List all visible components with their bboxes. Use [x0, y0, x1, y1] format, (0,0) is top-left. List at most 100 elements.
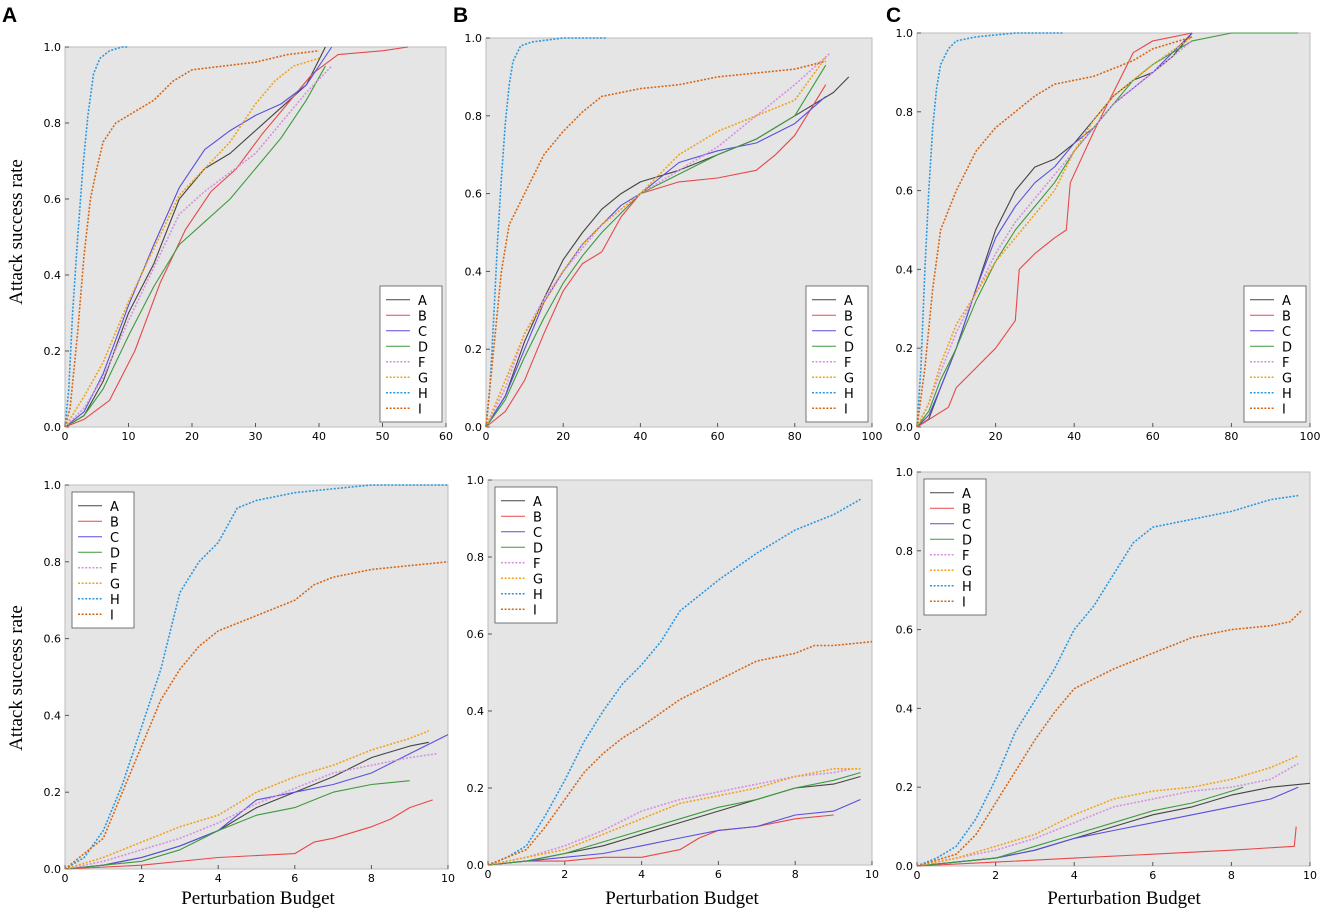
x-tick-label: 4	[1071, 869, 1078, 882]
y-tick-label: 0.0	[44, 863, 62, 876]
legend-label-d: D	[962, 533, 972, 548]
y-tick-label: 0.4	[467, 705, 485, 718]
legend-label-f: F	[1282, 356, 1289, 371]
y-tick-label: 0.2	[44, 345, 62, 358]
y-tick-label: 1.0	[896, 27, 914, 40]
x-tick-label: 10	[865, 868, 879, 881]
legend-label-a: A	[844, 294, 853, 309]
legend-label-g: G	[533, 572, 543, 587]
legend-label-a: A	[962, 487, 971, 502]
legend-box	[71, 491, 135, 629]
legend-label-b: B	[110, 515, 119, 530]
legend-box	[1243, 285, 1307, 423]
y-tick-label: 0.6	[44, 633, 62, 646]
legend-label-c: C	[1282, 325, 1291, 340]
legend-label-c: C	[962, 518, 971, 533]
y-tick-label: 0.0	[896, 421, 914, 434]
series-line-h	[916, 494, 1299, 867]
y-axis-title-bottom: Attack success rate	[6, 605, 27, 751]
series-line-i	[64, 50, 320, 428]
y-tick-label: 1.0	[896, 466, 914, 479]
y-tick-label: 0.8	[896, 545, 914, 558]
legend-box	[805, 285, 869, 423]
x-tick-label: 10	[122, 430, 136, 443]
legend-label-b: B	[1282, 309, 1291, 324]
x-tick-label: 6	[291, 872, 298, 885]
series-line-c	[916, 32, 1193, 428]
legend-label-f: F	[418, 356, 425, 371]
legend-label-d: D	[533, 541, 543, 556]
legend-box	[494, 486, 558, 624]
legend-label-h: H	[1282, 387, 1292, 402]
x-tick-label: 40	[633, 430, 647, 443]
series-line-c	[487, 798, 861, 866]
legend-label-f: F	[110, 562, 117, 577]
series-line-h	[487, 498, 861, 866]
series-line-b	[485, 84, 827, 428]
legend-label-h: H	[533, 588, 543, 603]
y-tick-label: 0.2	[896, 781, 914, 794]
series-line-d	[64, 780, 410, 870]
x-tick-label: 6	[1149, 869, 1156, 882]
legend-label-i: I	[962, 595, 966, 610]
y-tick-label: 0.0	[465, 421, 483, 434]
legend-label-i: I	[1282, 402, 1286, 417]
series-line-g	[916, 36, 1193, 428]
series-line-d	[916, 786, 1244, 867]
series-line-b	[64, 46, 408, 428]
x-tick-label: 60	[1146, 430, 1160, 443]
y-tick-label: 0.4	[44, 709, 62, 722]
x-axis-title-a: Perturbation Budget	[181, 888, 335, 909]
legend-label-g: G	[1282, 371, 1292, 386]
x-tick-label: 20	[556, 430, 570, 443]
series-line-d	[64, 65, 326, 428]
legend-label-a: A	[418, 294, 427, 309]
legend-label-b: B	[418, 309, 427, 324]
x-tick-label: 60	[711, 430, 725, 443]
x-tick-label: 8	[1228, 869, 1235, 882]
y-tick-label: 0.6	[44, 193, 62, 206]
x-tick-label: 100	[1300, 430, 1321, 443]
x-tick-label: 10	[441, 872, 455, 885]
x-tick-label: 4	[215, 872, 222, 885]
legend-label-g: G	[418, 371, 428, 386]
series-line-b	[916, 32, 1193, 428]
panel-letter-a: A	[2, 4, 17, 27]
x-tick-label: 0	[62, 872, 69, 885]
legend-label-c: C	[418, 325, 427, 340]
legend-label-f: F	[962, 549, 969, 564]
y-tick-label: 0.4	[44, 269, 62, 282]
y-tick-label: 0.2	[465, 343, 483, 356]
series-line-c	[64, 734, 449, 870]
y-tick-label: 0.2	[44, 786, 62, 799]
y-axis-title-top: Attack success rate	[6, 159, 27, 305]
series-line-h	[64, 484, 448, 870]
y-tick-label: 0.2	[896, 342, 914, 355]
series-line-i	[487, 640, 873, 866]
x-tick-label: 8	[792, 868, 799, 881]
series-line-i	[916, 36, 1193, 428]
x-tick-label: 0	[914, 430, 921, 443]
x-tick-label: 0	[914, 869, 921, 882]
series-line-i	[64, 561, 449, 870]
series-line-d	[485, 64, 827, 428]
series-line-b	[64, 799, 433, 870]
legend-label-d: D	[110, 546, 120, 561]
x-tick-label: 0	[483, 430, 490, 443]
x-tick-label: 40	[1067, 430, 1081, 443]
y-tick-label: 0.0	[896, 860, 914, 873]
series-line-g	[487, 768, 861, 866]
series-line-d	[916, 32, 1299, 428]
legend-label-h: H	[110, 593, 120, 608]
legend-label-h: H	[418, 387, 428, 402]
series-line-f	[64, 753, 437, 870]
legend-label-h: H	[962, 580, 972, 595]
legend-label-i: I	[418, 402, 422, 417]
x-tick-label: 80	[788, 430, 802, 443]
